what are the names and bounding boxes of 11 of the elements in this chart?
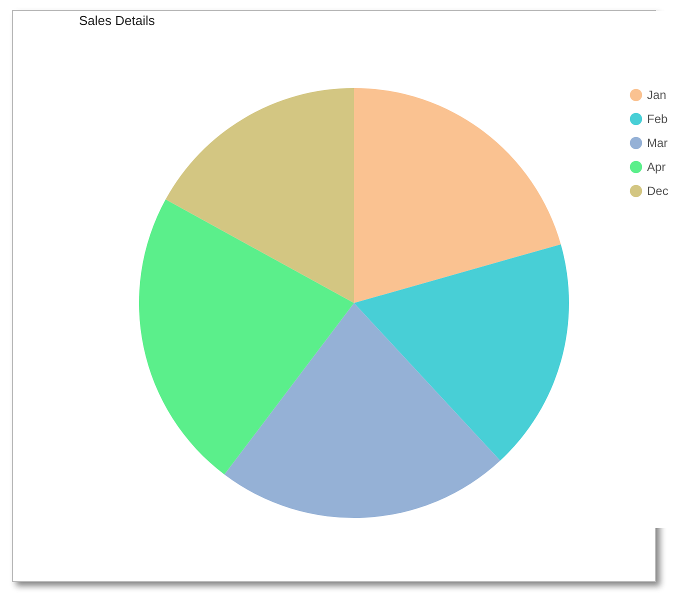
pie-slice	[354, 88, 561, 303]
chart-title: Sales Details	[79, 13, 156, 28]
legend-label: Apr	[647, 160, 666, 174]
legend-label: Mar	[647, 136, 668, 150]
legend-label: Jan	[647, 88, 666, 102]
legend-label: Feb	[647, 112, 668, 126]
pie-slice	[224, 303, 500, 518]
pie-slice	[139, 199, 354, 475]
legend-label: Dec	[647, 184, 668, 198]
pie-slice	[354, 244, 569, 461]
pie-slice	[166, 88, 354, 303]
